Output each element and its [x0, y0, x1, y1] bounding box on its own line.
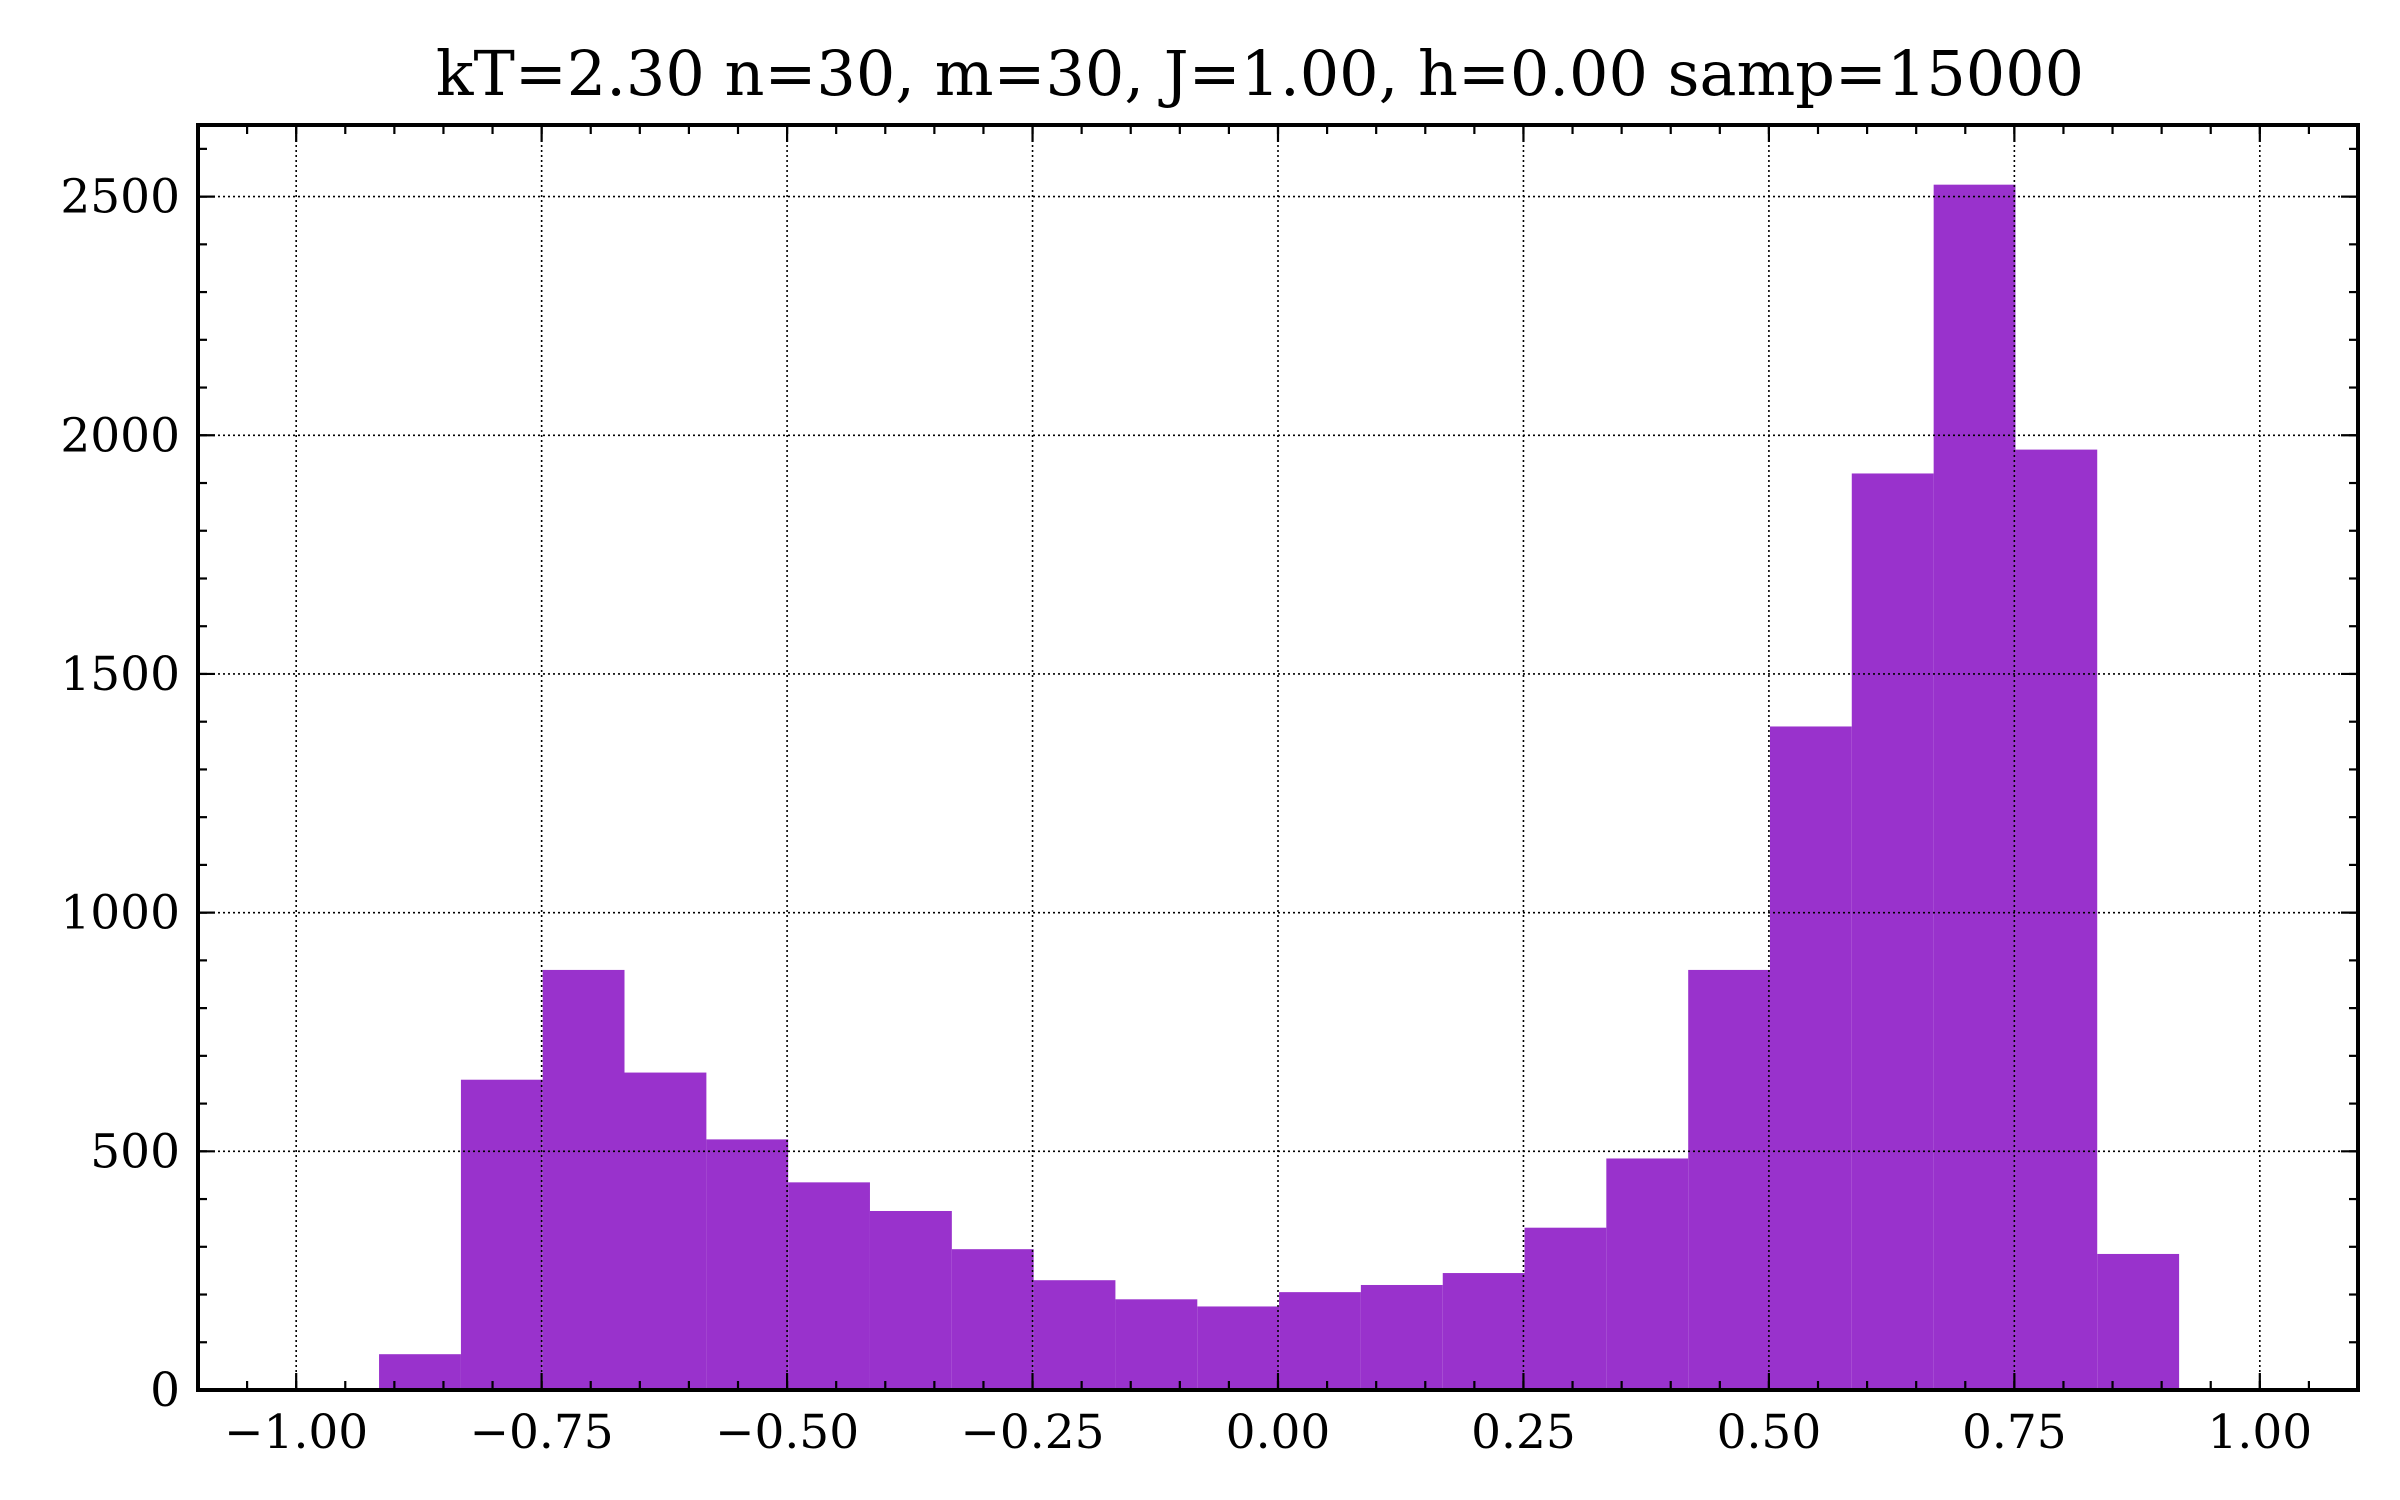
histogram-bar — [624, 1072, 707, 1390]
histogram-bar — [1033, 1280, 1116, 1390]
x-tick-label: −0.50 — [715, 1405, 859, 1460]
histogram-bar — [379, 1354, 461, 1390]
y-tick-label: 1000 — [60, 886, 180, 941]
x-tick-label: 0.25 — [1471, 1405, 1576, 1460]
histogram-bar — [2097, 1253, 2180, 1390]
x-tick-label: −1.00 — [224, 1405, 368, 1460]
y-tick-label: 2500 — [60, 170, 180, 225]
x-tick-label: 0.75 — [1962, 1405, 2067, 1460]
grid-layer — [198, 125, 2358, 1390]
histogram-bar — [1688, 969, 1770, 1390]
x-tick-label: −0.25 — [961, 1405, 1105, 1460]
x-tick-label: 0.00 — [1226, 1405, 1331, 1460]
histogram-bar — [1524, 1227, 1607, 1390]
x-tick-label: 1.00 — [2207, 1405, 2312, 1460]
histogram-bar — [1115, 1299, 1198, 1390]
x-tick-label: 0.50 — [1717, 1405, 1822, 1460]
chart-title: kT=2.30 n=30, m=30, J=1.00, h=0.00 samp=… — [436, 37, 2084, 110]
x-tick-label: −0.75 — [470, 1405, 614, 1460]
histogram-bar — [1197, 1306, 1280, 1390]
histogram-bar — [460, 1079, 543, 1390]
histogram-bar — [1933, 184, 2016, 1391]
histogram-bar — [1360, 1284, 1443, 1390]
histogram-bar — [1606, 1158, 1689, 1390]
histogram-bar — [1769, 726, 1852, 1390]
y-tick-label: 0 — [150, 1363, 180, 1418]
y-tick-label: 1500 — [60, 647, 180, 702]
y-tick-label: 2000 — [60, 408, 180, 463]
histogram-bar — [1851, 473, 1934, 1391]
histogram-bar — [788, 1182, 870, 1390]
axes-frame — [196, 123, 2360, 1392]
histogram-bar — [1442, 1273, 1525, 1390]
bar-layer — [379, 184, 2180, 1391]
histogram-bar — [1279, 1292, 1361, 1390]
histogram-bar — [869, 1210, 952, 1390]
tick-label-layer: −1.00 −0.75 −0.50 −0.25 0.00 0.25 0.50 0.75 1.00… — [60, 170, 2312, 1460]
y-tick-label: 500 — [90, 1124, 180, 1179]
histogram-bar — [2015, 449, 2098, 1390]
histogram-bar — [542, 969, 625, 1390]
histogram-bar — [951, 1249, 1034, 1390]
histogram-bar — [706, 1139, 789, 1390]
